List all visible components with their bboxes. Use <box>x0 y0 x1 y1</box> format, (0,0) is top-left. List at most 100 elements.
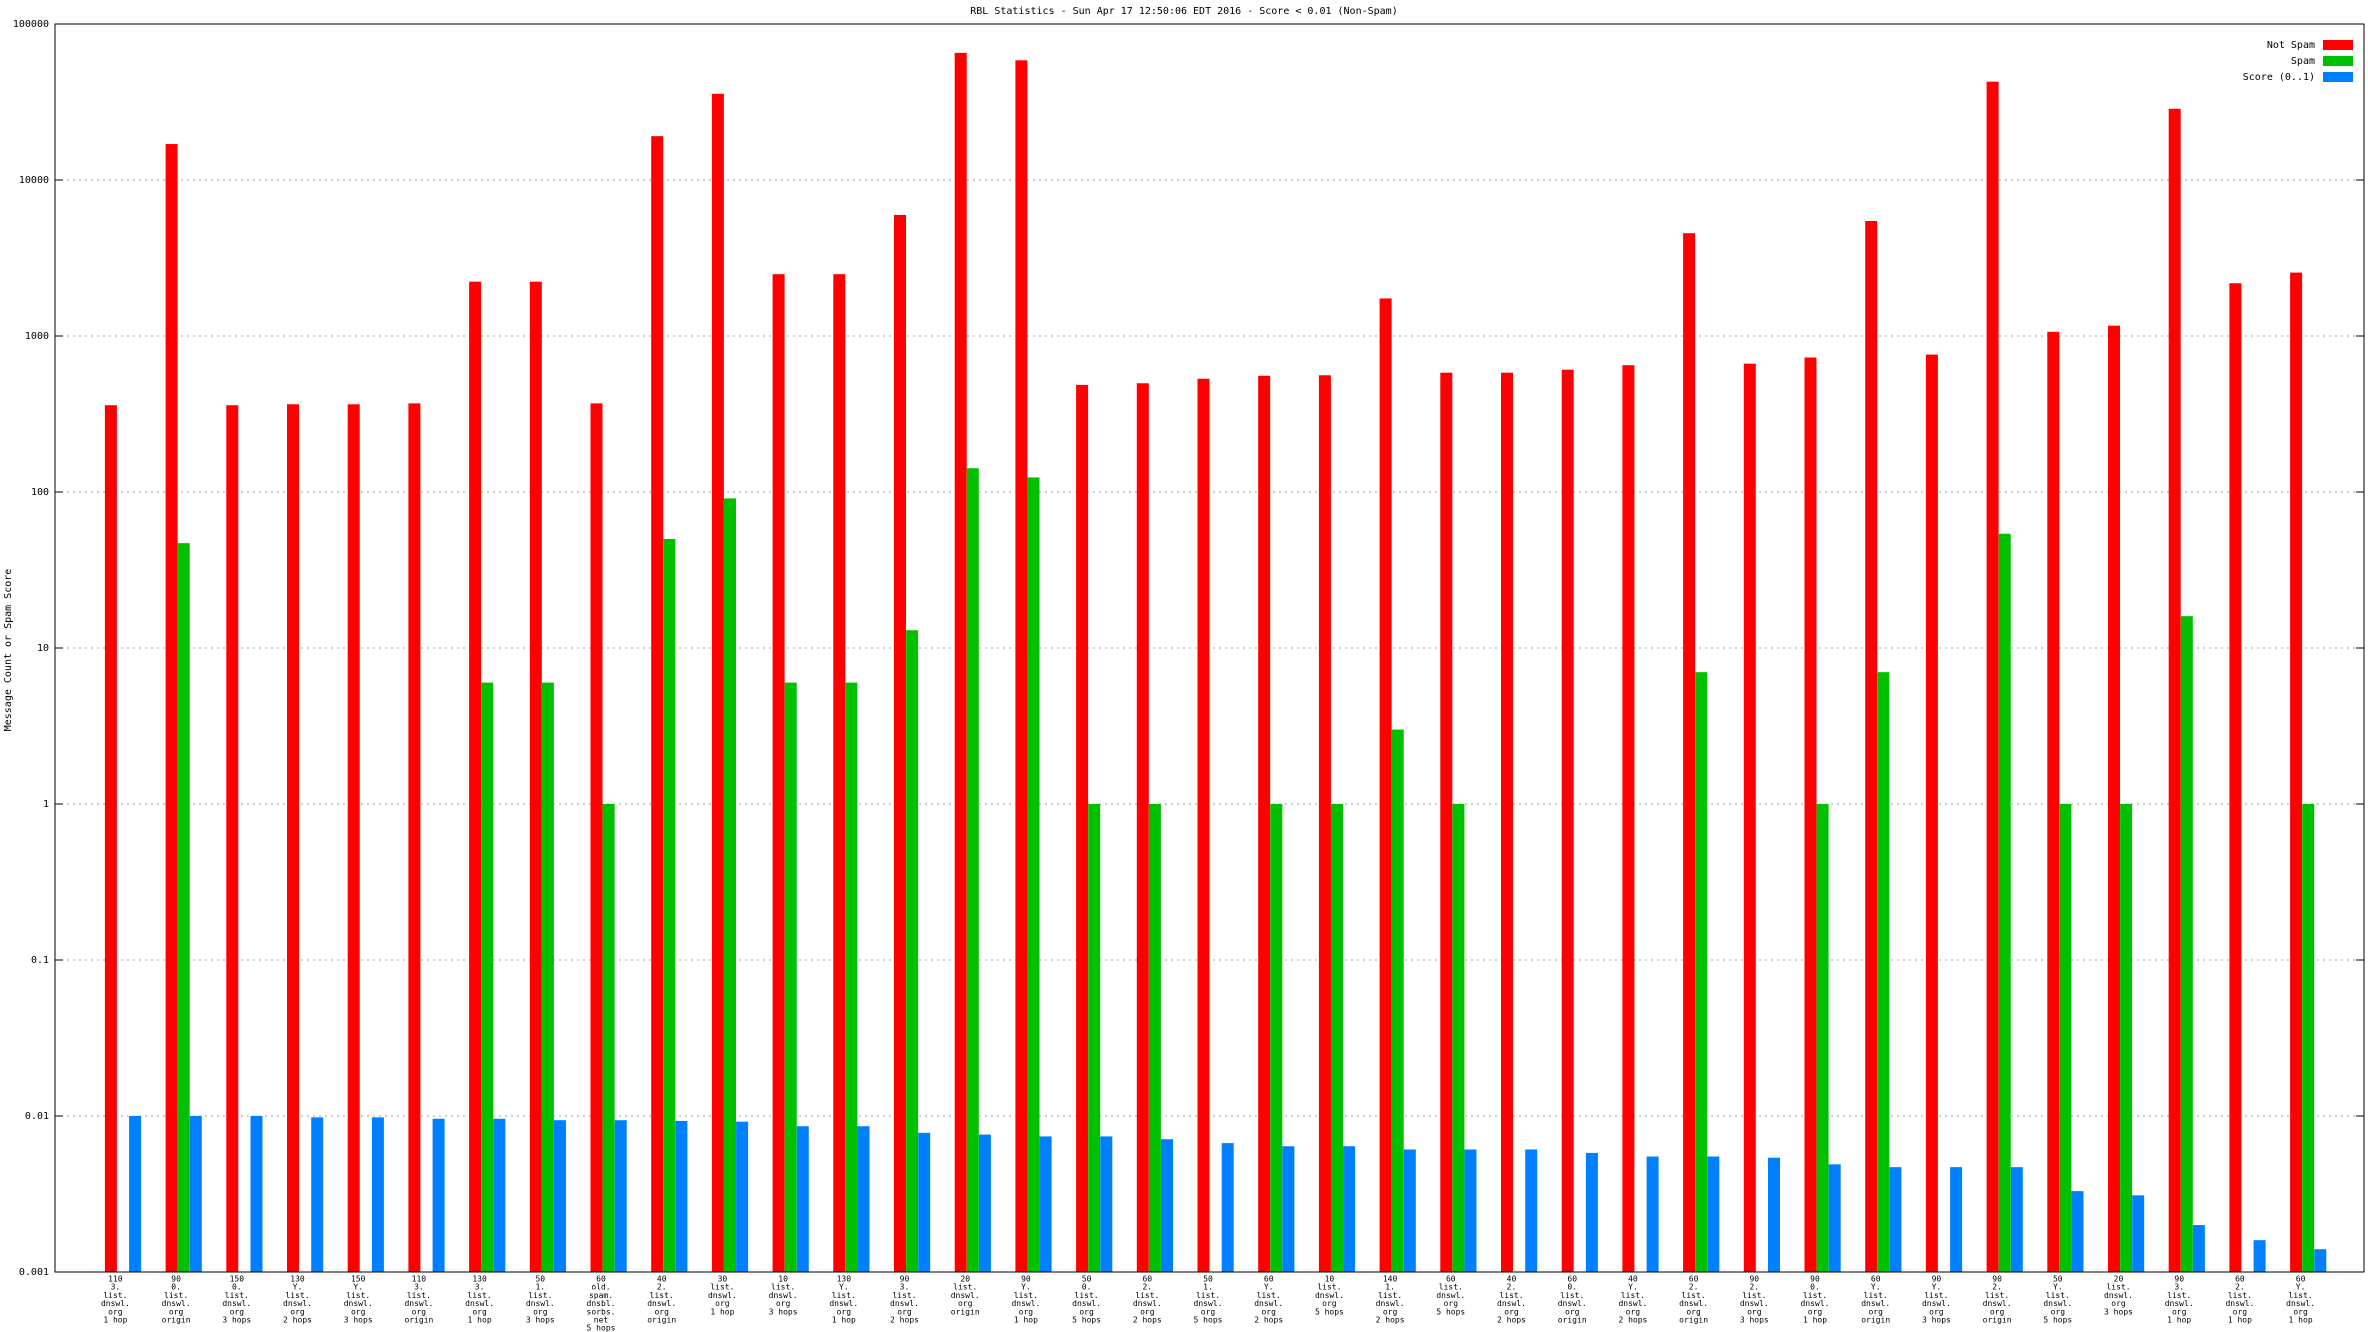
x-tick-label: org <box>2172 1307 2187 1316</box>
x-tick-label: org <box>412 1307 427 1316</box>
x-tick-label: 60 <box>1871 1275 1881 1284</box>
x-tick-label: 60 <box>1264 1275 1274 1284</box>
x-tick-label: list. <box>1864 1291 1888 1300</box>
x-tick-label: 2. <box>2235 1283 2245 1292</box>
x-tick-label: 2. <box>1689 1283 1699 1292</box>
x-tick-label: Y. <box>1628 1283 1638 1292</box>
bar <box>1015 60 1028 1272</box>
bar <box>493 1118 506 1272</box>
x-tick-label: list. <box>1135 1291 1159 1300</box>
x-tick-label: Y. <box>839 1283 849 1292</box>
bar <box>845 682 858 1272</box>
x-tick-label: origin <box>951 1307 980 1316</box>
bar <box>311 1117 324 1272</box>
x-tick-label: list. <box>468 1291 492 1300</box>
bar <box>1707 1156 1720 1272</box>
x-tick-label: dnswl. <box>1376 1299 1405 1308</box>
x-tick-label: dnswl. <box>1436 1291 1465 1300</box>
x-tick-label: list. <box>1439 1283 1463 1292</box>
bar <box>857 1126 870 1272</box>
x-tick-label: list. <box>1075 1291 1099 1300</box>
x-tick-label: spam. <box>589 1291 613 1300</box>
bar <box>1221 1143 1234 1272</box>
x-tick-label: dnswl. <box>1315 1291 1344 1300</box>
bar <box>1403 1149 1416 1272</box>
x-tick-label: org <box>2051 1307 2066 1316</box>
x-tick-label: 130 <box>472 1275 487 1284</box>
x-tick-label: dnswl. <box>1983 1299 2012 1308</box>
x-tick-label: dnswl. <box>829 1299 858 1308</box>
x-tick-label: dnswl. <box>890 1299 919 1308</box>
x-tick-label: org <box>290 1307 305 1316</box>
x-tick-label: dnswl. <box>465 1299 494 1308</box>
x-tick-label: org <box>230 1307 245 1316</box>
bar <box>1889 1167 1902 1272</box>
x-tick-label: dnswl. <box>101 1299 130 1308</box>
legend-label: Score (0..1) <box>2243 72 2315 83</box>
bar <box>104 405 117 1272</box>
bar <box>675 1120 688 1272</box>
x-tick-label: 130 <box>837 1275 852 1284</box>
bar <box>772 274 785 1273</box>
bar <box>1027 477 1040 1272</box>
bar <box>2314 1249 2327 1272</box>
bar <box>1877 672 1890 1272</box>
y-tick-label: 100000 <box>13 19 49 30</box>
x-tick-label: 140 <box>1383 1275 1398 1284</box>
x-tick-label: list. <box>953 1283 977 1292</box>
bar <box>469 281 482 1272</box>
x-tick-label: dnswl. <box>1740 1299 1769 1308</box>
x-tick-label: list. <box>2106 1283 2130 1292</box>
x-tick-label: 30 <box>718 1275 728 1284</box>
x-tick-label: 1 hop <box>2289 1316 2313 1325</box>
bar <box>2010 1167 2023 1272</box>
x-tick-label: 40 <box>1628 1275 1638 1284</box>
x-tick-label: list. <box>407 1291 431 1300</box>
x-tick-label: 60 <box>1446 1275 1456 1284</box>
x-tick-label: 2. <box>1992 1283 2002 1292</box>
bar <box>1391 729 1404 1272</box>
x-tick-label: dnswl. <box>1861 1299 1890 1308</box>
x-tick-label: 20 <box>2114 1275 2124 1284</box>
x-tick-label: org <box>1201 1307 1216 1316</box>
x-tick-label: 2 hops <box>283 1316 312 1325</box>
x-tick-label: origin <box>647 1316 676 1325</box>
x-tick-label: 150 <box>351 1275 366 1284</box>
x-tick-label: 3. <box>414 1283 424 1292</box>
x-tick-label: list. <box>1317 1283 1341 1292</box>
x-tick-label: 1 hop <box>2167 1316 2191 1325</box>
x-tick-label: 90 <box>900 1275 910 1284</box>
bar <box>711 93 724 1272</box>
legend-swatch <box>2323 40 2353 50</box>
bar <box>2071 1191 2084 1272</box>
legend-label: Not Spam <box>2267 40 2315 51</box>
x-tick-label: 90 <box>171 1275 181 1284</box>
x-tick-label: 2 hops <box>1254 1316 1283 1325</box>
x-tick-label: 2 hops <box>1497 1316 1526 1325</box>
bar <box>1331 804 1343 1272</box>
x-tick-label: dnswl. <box>1679 1299 1708 1308</box>
bar <box>2132 1195 2145 1272</box>
x-tick-label: list. <box>1014 1291 1038 1300</box>
x-tick-label: 60 <box>2296 1275 2306 1284</box>
bar <box>1950 1167 1963 1272</box>
bar <box>250 1116 263 1272</box>
bar <box>906 630 919 1272</box>
bar <box>1452 804 1465 1272</box>
x-tick-label: org <box>1747 1307 1762 1316</box>
bar <box>541 682 554 1272</box>
x-tick-label: org <box>654 1307 669 1316</box>
x-tick-label: list. <box>1499 1291 1523 1300</box>
x-tick-label: 3. <box>111 1283 121 1292</box>
x-tick-label: origin <box>162 1316 191 1325</box>
y-tick-label: 100 <box>31 487 49 498</box>
x-tick-label: 2 hops <box>1376 1316 1405 1325</box>
y-tick-label: 1 <box>43 799 49 810</box>
bar <box>1986 81 1999 1273</box>
x-tick-label: 2. <box>657 1283 667 1292</box>
bar <box>226 405 239 1272</box>
x-tick-label: 90 <box>1810 1275 1820 1284</box>
x-tick-label: 2. <box>1749 1283 1759 1292</box>
x-tick-label: org <box>472 1307 487 1316</box>
x-tick-label: list. <box>1742 1291 1766 1300</box>
